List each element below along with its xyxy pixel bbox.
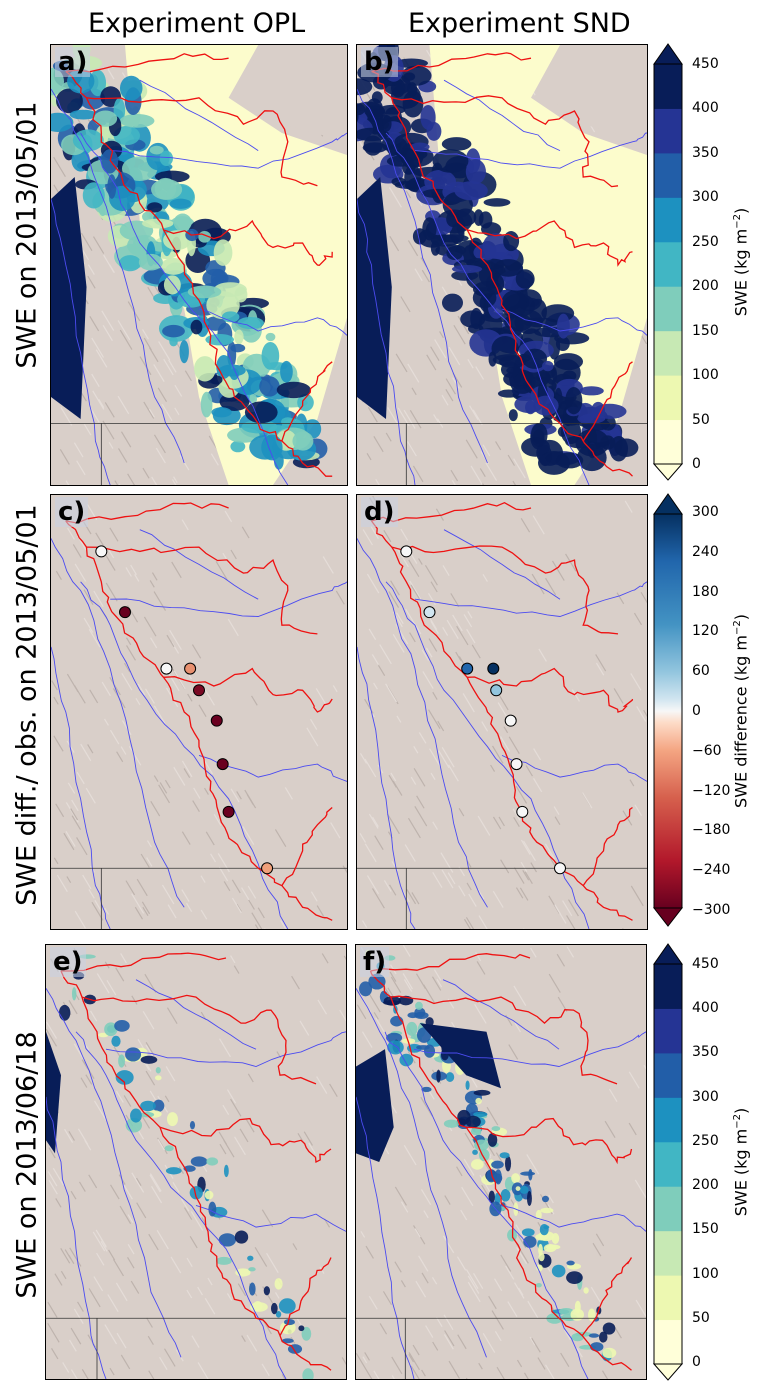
colorbar-tick-label: 450: [692, 956, 719, 972]
colorbar-diff-bar: [652, 493, 684, 927]
map-panel-e: e): [45, 944, 347, 1380]
colorbar-tick-label: 120: [692, 623, 719, 640]
colorbar-tick-label: 350: [692, 144, 719, 161]
map-panel-d: d): [356, 494, 648, 930]
colorbar-swe-top-bar: [652, 43, 684, 481]
colorbar-tick-label: 250: [692, 1132, 719, 1149]
station-marker: [160, 662, 173, 675]
colorbar-tick-label: 300: [692, 504, 719, 520]
colorbar-swe-label-bottom: SWE (kg m−2): [731, 1107, 751, 1217]
station-marker: [490, 684, 503, 697]
row-title-swe-0618: SWE on 2013/06/18: [11, 1031, 43, 1299]
map-panel-a: a): [50, 44, 348, 486]
colorbar-tick-label: 100: [692, 367, 719, 384]
colorbar-tick-label: 400: [692, 100, 719, 117]
colorbar-tick-label: −180: [692, 822, 731, 839]
colorbar-tick-label: 350: [692, 1044, 719, 1061]
colorbar-tick-label: 300: [692, 1088, 719, 1105]
colorbar-tick-label: 200: [692, 1177, 719, 1194]
station-marker: [400, 545, 413, 558]
colorbar-tick-label: 200: [692, 278, 719, 295]
colorbar-tick-label: 180: [692, 583, 719, 600]
colorbar-tick-label: 60: [692, 663, 710, 680]
station-marker: [261, 862, 274, 875]
colorbar-tick-label: −60: [692, 742, 722, 759]
colorbar-tick-label: 450: [692, 56, 719, 72]
column-title-snd: Experiment SND: [408, 8, 631, 39]
colorbar-tick-label: 100: [692, 1265, 719, 1282]
station-marker: [487, 662, 500, 675]
panel-label-c: c): [55, 497, 89, 527]
station-marker: [423, 606, 436, 619]
colorbar-tick-label: −120: [692, 782, 731, 799]
station-marker: [95, 545, 108, 558]
colorbar-tick-label: 50: [692, 1309, 710, 1326]
row-title-diff-0501: SWE diff./ obs. on 2013/05/01: [11, 504, 43, 906]
station-marker: [216, 758, 229, 771]
station-marker: [510, 758, 523, 771]
colorbar-tick-label: 250: [692, 233, 719, 250]
station-marker: [210, 714, 223, 727]
colorbar-tick-label: 300: [692, 189, 719, 206]
colorbar-tick-label: 400: [692, 1000, 719, 1017]
colorbar-tick-label: 0: [692, 456, 701, 472]
station-marker: [193, 684, 205, 697]
column-title-opl: Experiment OPL: [88, 8, 306, 39]
station-marker: [461, 662, 474, 675]
colorbar-tick-label: −240: [692, 862, 731, 879]
colorbar-swe-bottom-bar: [652, 943, 684, 1381]
station-marker: [504, 714, 517, 727]
colorbar-diff-label: SWE difference (kg m−2): [731, 614, 751, 808]
colorbar-tick-label: 150: [692, 1221, 719, 1238]
panel-label-a: a): [55, 47, 91, 77]
panel-label-d: d): [361, 497, 398, 527]
station-marker: [119, 606, 131, 619]
panel-label-e: e): [50, 947, 86, 977]
colorbar-tick-label: 0: [692, 1354, 701, 1370]
colorbar-tick-label: 240: [692, 543, 719, 560]
station-marker: [222, 805, 235, 818]
map-panel-c: c): [50, 494, 348, 930]
colorbar-tick-label: 0: [692, 703, 701, 719]
colorbar-tick-label: 150: [692, 322, 719, 339]
station-marker: [516, 805, 529, 818]
panel-label-f: f): [360, 947, 390, 977]
station-marker: [184, 662, 197, 675]
map-panel-b: b): [356, 44, 648, 486]
map-panel-f: f): [355, 944, 647, 1380]
panel-label-b: b): [361, 47, 398, 77]
station-marker: [554, 862, 566, 875]
colorbar-tick-label: 50: [692, 411, 710, 428]
colorbar-tick-label: −300: [692, 902, 731, 918]
row-title-swe-0501: SWE on 2013/05/01: [11, 101, 43, 369]
colorbar-swe-label: SWE (kg m−2): [731, 207, 751, 317]
